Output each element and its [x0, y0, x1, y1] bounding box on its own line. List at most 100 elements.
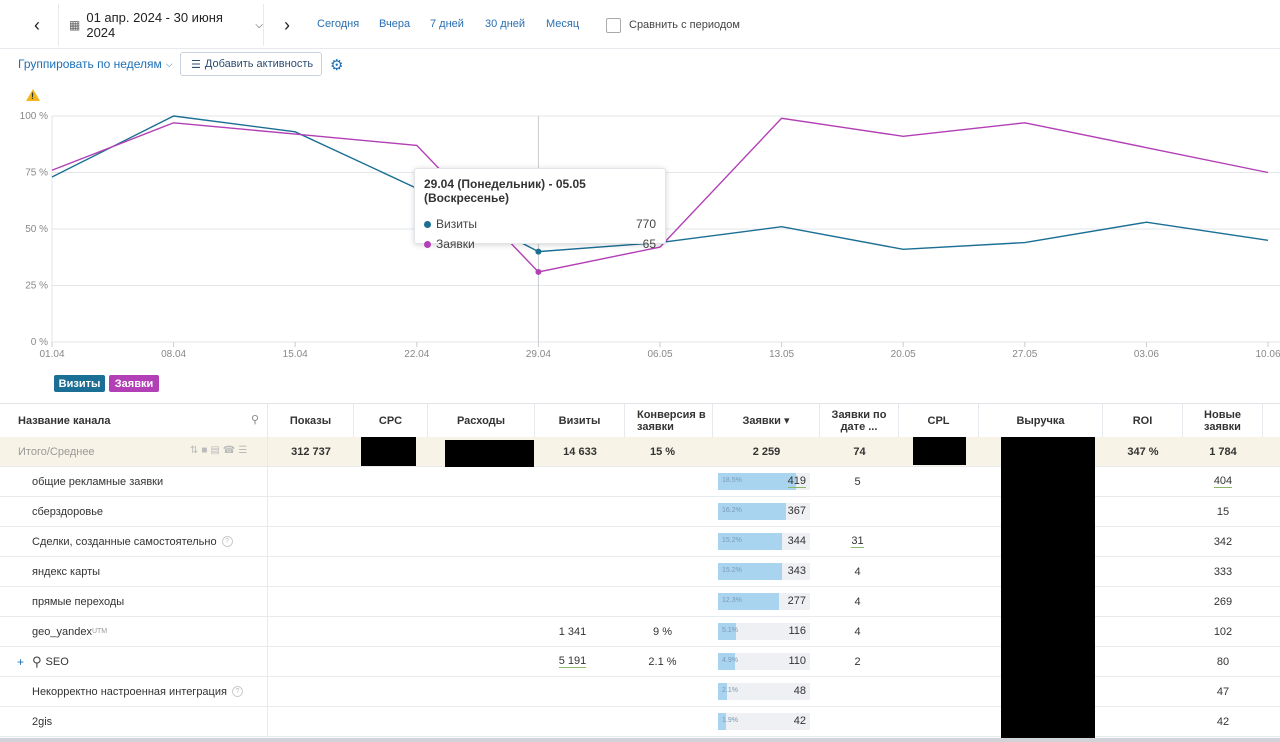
x-tick-label: 13.05 [769, 349, 794, 360]
col-header-channel-label: Название канала [18, 415, 111, 427]
channel-name: прямые переходы [32, 595, 125, 608]
col-header-leads[interactable]: Заявки ▾ [713, 404, 820, 438]
total-row-tools-icon[interactable]: ⇅■▤☎☰ [190, 445, 251, 456]
data-point [535, 248, 542, 255]
col-header-impressions[interactable]: Показы [268, 404, 354, 438]
legend-leads-toggle[interactable]: Заявки [109, 375, 159, 392]
leads-by-date-cell: 5 [820, 467, 895, 496]
quick-7-days[interactable]: 7 дней [430, 18, 464, 30]
col-header-cpl[interactable]: CPL [899, 404, 979, 438]
chevron-right-icon[interactable]: › [284, 14, 290, 35]
quick-30-days[interactable]: 30 дней [485, 18, 526, 30]
tooltip-value: 770 [635, 217, 656, 231]
leads-share-fill [718, 683, 728, 700]
conversion-cell [625, 527, 700, 556]
conversion-cell [625, 497, 700, 526]
leads-share-pct: 15.2% [722, 537, 742, 544]
visits-cell [535, 467, 610, 496]
date-toolbar: ‹ ▦ 01 апр. 2024 - 30 июня 2024 ⌵ › Сего… [0, 0, 1280, 49]
leads-share-pct: 15.2% [722, 567, 742, 574]
leads-share-bar: 5.1% 116 [718, 623, 810, 640]
table-row[interactable]: 2gis 1.9% 42 42 [0, 707, 1280, 737]
leads-value: 277 [787, 595, 806, 607]
chevron-left-icon[interactable]: ‹ [34, 14, 40, 35]
col-header-channel[interactable]: Название канала ⚲ [0, 404, 268, 438]
visits-value: 1 341 [558, 625, 587, 638]
channel-cell: geo_yandex UTM [0, 617, 268, 646]
tooltip-label: Заявки [436, 237, 475, 251]
visits-value[interactable]: 5 191 [558, 655, 587, 668]
quick-month[interactable]: Месяц [546, 18, 580, 30]
info-icon[interactable]: ? [221, 536, 233, 547]
leads-by-date-cell: 4 [820, 617, 895, 646]
leads-share-bar: 4.9% 110 [718, 653, 810, 670]
line-chart: 100 % 75 % 50 % 25 % 0 %01.04 08.04 15.04 22.04… [20, 111, 1280, 360]
new-leads-value: 15 [1216, 505, 1230, 518]
leads-by-date-value[interactable]: 31 [851, 535, 864, 548]
leads-by-date-cell: 31 [820, 527, 895, 556]
total-leads-by-date: 74 [853, 445, 866, 458]
col-header-visits[interactable]: Визиты [535, 404, 625, 438]
col-header-conversion[interactable]: Конверсия в заявки [625, 404, 713, 438]
x-tick-label: 29.04 [526, 349, 551, 360]
compare-checkbox[interactable] [606, 18, 621, 33]
y-tick-label: 25 % [25, 281, 48, 292]
table-header: Название канала ⚲ Показы CPC Расходы Виз… [0, 403, 1280, 439]
leads-share-fill [718, 623, 737, 640]
new-leads-value[interactable]: 404 [1213, 475, 1233, 488]
add-activity-button[interactable]: ☰ Добавить активность [180, 52, 322, 76]
new-leads-value: 269 [1213, 595, 1233, 608]
chevron-down-icon: ⌵ [165, 58, 173, 69]
new-leads-cell: 102 [1183, 617, 1263, 646]
group-by-label: Группировать по неделям [18, 57, 162, 71]
table-row[interactable]: geo_yandex UTM 1 341 9 % 5.1% 116 4 102 [0, 617, 1280, 647]
legend-visits-toggle[interactable]: Визиты [54, 375, 105, 392]
leads-by-date-value: 4 [854, 565, 861, 578]
warning-icon[interactable] [26, 89, 40, 101]
leads-value[interactable]: 419 [787, 475, 806, 488]
redacted-block [445, 440, 534, 467]
table-row[interactable]: сберздоровье 16.2% 367 15 [0, 497, 1280, 527]
gear-icon[interactable]: ⚙ [330, 57, 344, 74]
table-row[interactable]: яндекс карты 15.2% 343 4 333 [0, 557, 1280, 587]
channel-name: яндекс карты [32, 565, 101, 578]
new-leads-value: 42 [1216, 715, 1230, 728]
quick-yesterday[interactable]: Вчера [379, 18, 411, 30]
table-row[interactable]: общие рекламные заявки 18.5% 419 5 404 [0, 467, 1280, 497]
leads-share-bar: 12.3% 277 [718, 593, 810, 610]
table-row[interactable]: Сделки, созданные самостоятельно? 15.2% 34… [0, 527, 1280, 557]
leads-share-pct: 18.5% [722, 477, 742, 484]
col-header-roi[interactable]: ROI [1103, 404, 1183, 438]
info-icon[interactable]: ? [231, 686, 243, 697]
leads-value: 48 [793, 685, 806, 697]
col-header-revenue[interactable]: Выручка [979, 404, 1103, 438]
total-impressions: 312 737 [291, 445, 331, 458]
col-header-leads-by-date[interactable]: Заявки по дате ... [820, 404, 899, 438]
group-by-dropdown[interactable]: Группировать по неделям ⌵ [18, 57, 173, 71]
new-leads-value: 333 [1213, 565, 1233, 578]
y-tick-label: 0 % [31, 337, 48, 348]
leads-value: 344 [787, 535, 806, 547]
total-conversion: 15 % [649, 445, 676, 458]
x-tick-label: 10.06 [1255, 349, 1280, 360]
search-icon[interactable]: ⚲ [250, 414, 259, 426]
y-tick-label: 75 % [25, 168, 48, 179]
leads-share-pct: 2.1% [722, 687, 738, 694]
visits-cell [535, 707, 610, 736]
x-tick-label: 15.04 [283, 349, 308, 360]
table-row[interactable]: прямые переходы 12.3% 277 4 269 [0, 587, 1280, 617]
table-row[interactable]: + ⚲ SEO 5 191 2.1 % 4.9% 110 2 80 [0, 647, 1280, 677]
leads-by-date-value: 2 [854, 655, 861, 668]
table-row[interactable]: Некорректно настроенная интеграция? 2.1% 4… [0, 677, 1280, 707]
col-header-cpc[interactable]: CPC [354, 404, 428, 438]
search-icon: ⚲ [32, 653, 42, 669]
col-header-new-leads[interactable]: Новые заявки [1183, 404, 1263, 438]
expand-icon[interactable]: + [17, 654, 25, 669]
quick-today[interactable]: Сегодня [317, 18, 360, 30]
leads-share-pct: 1.9% [722, 717, 738, 724]
col-header-spend[interactable]: Расходы [428, 404, 535, 438]
date-range-picker[interactable]: ▦ 01 апр. 2024 - 30 июня 2024 ⌵ [58, 4, 264, 46]
series-line-leads [51, 117, 1269, 273]
redacted-block [361, 437, 416, 466]
horizontal-scrollbar[interactable] [0, 738, 1280, 742]
